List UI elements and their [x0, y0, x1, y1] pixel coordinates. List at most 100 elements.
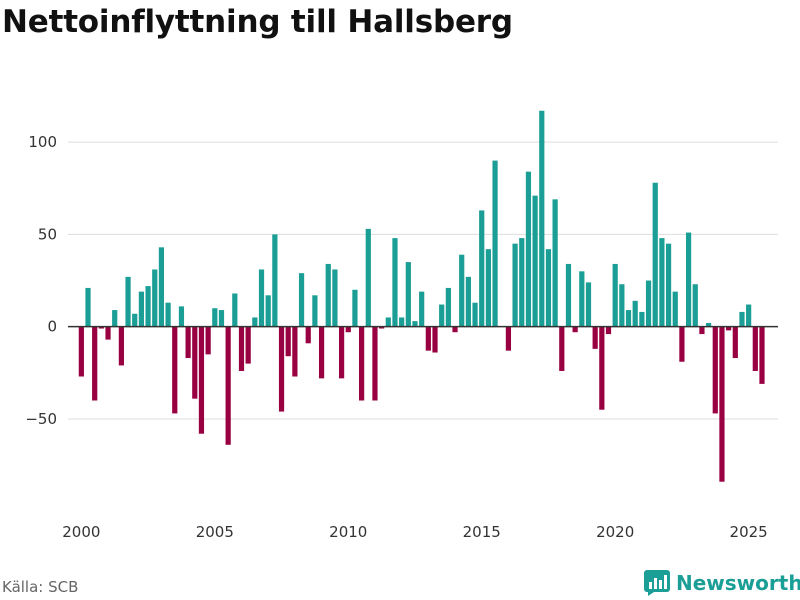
- x-tick-label: 2025: [730, 523, 768, 541]
- bar: [539, 110, 545, 327]
- bar: [625, 310, 632, 327]
- bar: [512, 243, 518, 327]
- bar: [552, 199, 558, 327]
- bar: [112, 310, 118, 327]
- y-tick-label: −50: [25, 410, 57, 428]
- y-tick-label: 0: [47, 318, 57, 336]
- bar: [665, 243, 672, 327]
- bar: [599, 326, 605, 410]
- bar: [298, 273, 305, 327]
- bar: [272, 234, 278, 327]
- bar: [492, 160, 498, 327]
- x-tick-label: 2015: [463, 523, 501, 541]
- bar: [98, 326, 104, 329]
- bar: [85, 287, 91, 327]
- bar: [212, 308, 218, 327]
- bar: [585, 282, 592, 327]
- bar: [292, 326, 298, 377]
- bar: [352, 289, 358, 327]
- bar: [612, 263, 618, 327]
- bar: [385, 317, 391, 327]
- bar: [218, 310, 225, 327]
- bar: [545, 249, 552, 327]
- bar: [338, 326, 345, 379]
- bar: [365, 228, 371, 327]
- brand-name: Newsworthy: [676, 571, 800, 595]
- bar: [258, 269, 265, 327]
- bar: [732, 326, 738, 359]
- bar: [639, 311, 645, 327]
- bar: [332, 269, 338, 327]
- bar: [465, 276, 471, 327]
- bar: [472, 302, 478, 327]
- bar: [645, 280, 652, 327]
- bar: [719, 326, 725, 482]
- bar: [158, 247, 165, 327]
- bar: [652, 182, 658, 327]
- x-tick-label: 2005: [196, 523, 234, 541]
- bar: [746, 304, 752, 327]
- bar: [178, 306, 185, 327]
- source-note: Källa: SCB: [2, 578, 79, 596]
- bar: [185, 326, 191, 359]
- bar: [519, 238, 525, 327]
- bar: [679, 326, 685, 362]
- bar: [132, 313, 138, 327]
- bar: [125, 276, 131, 327]
- bar: [572, 326, 578, 333]
- bar: [452, 326, 458, 333]
- bar: [459, 254, 465, 327]
- bar: [565, 263, 572, 327]
- bar: [225, 326, 231, 445]
- bar: [345, 326, 351, 333]
- bar: [425, 326, 431, 351]
- x-tick-label: 2010: [329, 523, 367, 541]
- bar: [445, 287, 451, 327]
- bar: [559, 326, 565, 371]
- bar: [252, 317, 258, 327]
- bar: [145, 286, 151, 327]
- bar: [705, 322, 712, 327]
- bar: [152, 269, 158, 327]
- bar: [372, 326, 378, 401]
- bar: [278, 326, 285, 412]
- bar: [505, 326, 512, 351]
- bar: [379, 326, 385, 329]
- bar: [619, 284, 625, 327]
- axis-labels: −50 0 50 100 2000 2005 2010 2015 2020 2025: [25, 133, 767, 541]
- bar: [685, 232, 692, 327]
- y-tick-label: 50: [38, 225, 57, 243]
- bar: [692, 284, 698, 327]
- bar: [172, 326, 178, 414]
- bar: [105, 326, 111, 340]
- bar: [726, 326, 732, 331]
- bar: [192, 326, 198, 399]
- bar: [412, 321, 418, 327]
- bar: [752, 326, 758, 371]
- bar: [399, 317, 405, 327]
- bar: [232, 293, 238, 327]
- newsworthy-logo: Newsworthy: [644, 570, 800, 596]
- bar: [312, 295, 318, 327]
- bar: [432, 326, 438, 353]
- x-tick-label: 2000: [62, 523, 100, 541]
- bar: [285, 326, 291, 357]
- gridlines: [68, 141, 778, 420]
- bar: [439, 304, 445, 327]
- bar: [579, 271, 585, 327]
- bar: [592, 326, 598, 349]
- bars: [78, 110, 765, 482]
- bar: [672, 291, 678, 327]
- bar: [525, 171, 532, 327]
- bar: [479, 210, 485, 327]
- bar: [632, 300, 638, 327]
- bar: [198, 326, 205, 434]
- bar: [712, 326, 718, 414]
- bar: [405, 262, 411, 327]
- bar: [739, 311, 745, 327]
- bar: [759, 326, 765, 384]
- bar: [78, 326, 84, 377]
- bar: [305, 326, 311, 344]
- bar: [92, 326, 98, 401]
